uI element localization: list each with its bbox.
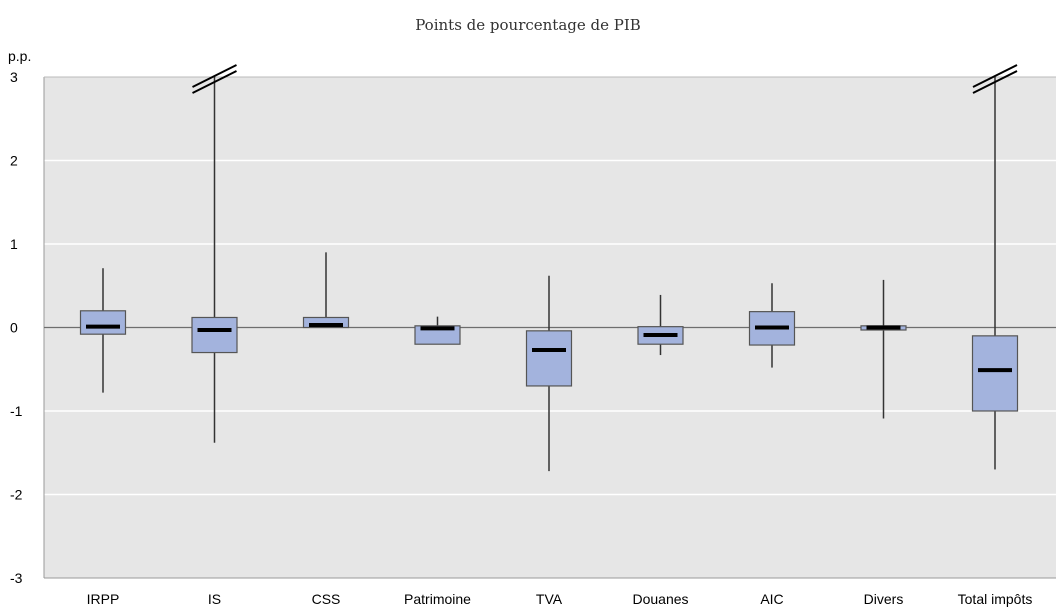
- break-mark: [972, 64, 1018, 88]
- gridlines: [43, 76, 1056, 579]
- box-8: [971, 64, 1019, 470]
- box-rect: [191, 316, 238, 354]
- y-tick-label: -2: [10, 487, 23, 503]
- box-rect: [525, 330, 573, 387]
- box-rect: [79, 310, 127, 335]
- y-tick-label: 2: [10, 153, 18, 169]
- box-6: [748, 283, 796, 368]
- box-rect: [414, 325, 461, 345]
- box-rect: [971, 335, 1019, 412]
- boxes-layer: [79, 64, 1019, 472]
- x-tick-label: Divers: [864, 591, 904, 607]
- x-tick-label: Patrimoine: [404, 591, 471, 607]
- box-5: [637, 294, 684, 356]
- y-tick-label: 3: [10, 69, 18, 85]
- x-tick-label: IS: [208, 591, 221, 607]
- x-tick-label: IRPP: [87, 591, 120, 607]
- box-3: [414, 316, 461, 345]
- x-tick-label: CSS: [312, 591, 341, 607]
- x-tick-label: Total impôts: [958, 591, 1033, 607]
- box-rect: [302, 316, 350, 329]
- chart-subtitle: Points de pourcentage de PIB: [415, 16, 641, 34]
- x-tick-label: Douanes: [632, 591, 688, 607]
- break-mark: [972, 70, 1018, 94]
- box-0: [79, 268, 127, 393]
- box-4: [525, 275, 573, 472]
- box-2: [302, 252, 350, 329]
- y-axis-label: p.p.: [8, 48, 31, 64]
- x-tick-label: TVA: [536, 591, 563, 607]
- break-mark: [192, 70, 237, 94]
- break-mark: [192, 64, 237, 88]
- y-axis-ticks: 3 2 1 0 -1 -2 -3: [10, 69, 23, 586]
- y-tick-label: 1: [10, 236, 18, 252]
- x-axis-categories: IRPP IS CSS Patrimoine TVA Douanes AIC Divers To…: [87, 591, 1033, 607]
- box-1: [191, 64, 238, 443]
- y-tick-label: -3: [10, 570, 23, 586]
- y-tick-label: 0: [10, 320, 18, 336]
- y-tick-label: -1: [10, 403, 23, 419]
- box-7: [860, 279, 907, 419]
- x-tick-label: AIC: [760, 591, 783, 607]
